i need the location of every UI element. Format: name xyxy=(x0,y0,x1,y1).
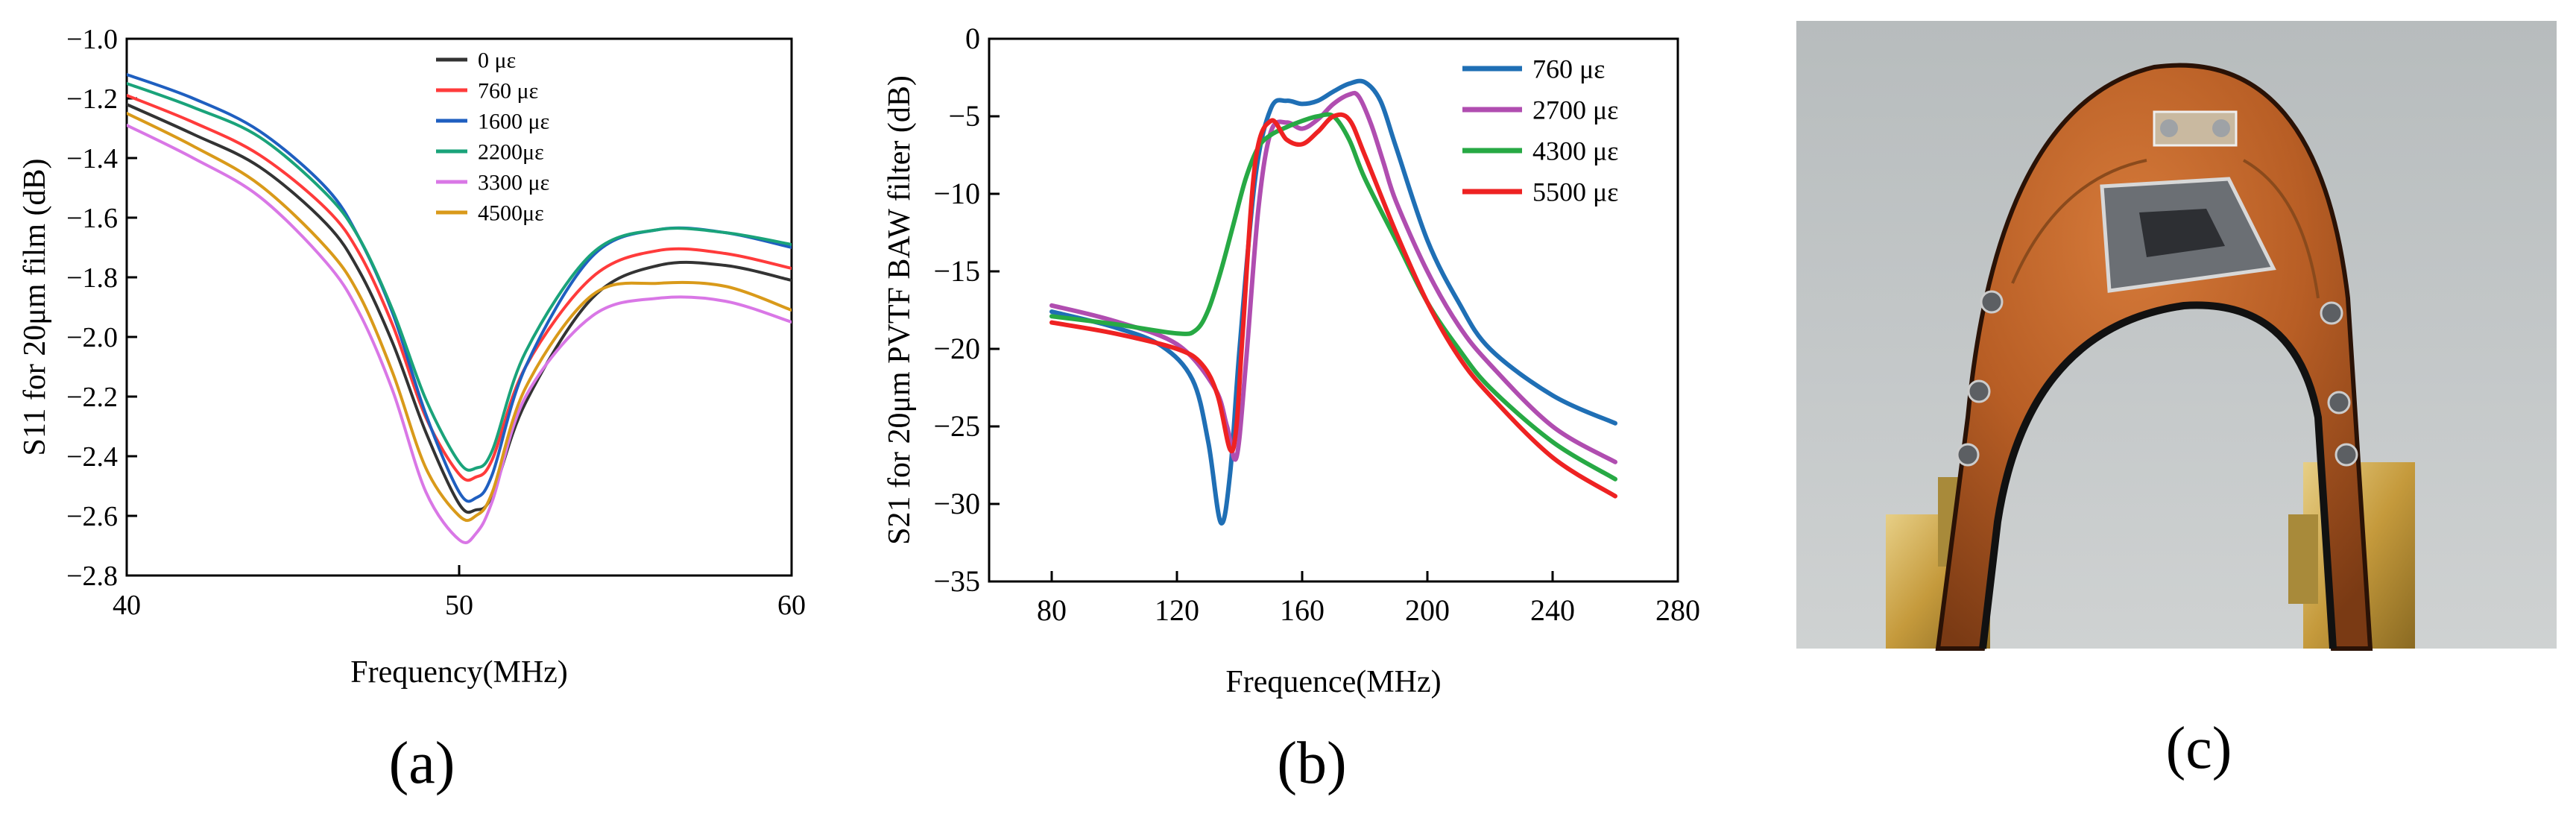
b-x-tick-label: 80 xyxy=(1037,593,1067,627)
b-y-tick-label: −5 xyxy=(948,99,980,133)
panel-a-chart: −1.0 −1.2 −1.4 −1.6 −1.8 −2.0 −2.2 −2.4 −2.6 −2.8… xyxy=(18,24,806,796)
panel-b-y-axis-label: S21 for 20μm PVTF BAW filter (dB) xyxy=(883,75,917,545)
b-y-tick-label: −35 xyxy=(933,564,980,598)
screw-left-1 xyxy=(1980,290,2004,314)
b-series-line-3 xyxy=(1049,112,1617,499)
a-series-line-0 xyxy=(127,103,792,514)
a-y-tick-label: −1.2 xyxy=(66,83,118,115)
a-legend-label: 3300 με xyxy=(478,171,549,195)
panel-b-label: (b) xyxy=(1277,731,1346,796)
b-series-line-2 xyxy=(1049,112,1617,482)
panel-a-y-axis-label: S11 for 20μm film (dB) xyxy=(18,159,52,456)
b-series-line-0 xyxy=(1049,78,1617,526)
bent-flexible-filter-photo-icon xyxy=(1886,63,2415,651)
b-legend-label: 5500 με xyxy=(1532,177,1618,207)
panel-b-x-axis: 80 120 160 200 240 280 xyxy=(1037,571,1700,627)
a-y-tick-label: −2.0 xyxy=(66,322,118,353)
a-series-line-5 xyxy=(127,112,792,523)
b-y-tick-label: −15 xyxy=(933,254,980,288)
a-y-tick-label: −2.8 xyxy=(66,561,118,592)
a-legend-label: 760 με xyxy=(478,79,538,104)
a-x-tick-label: 50 xyxy=(445,590,473,621)
b-legend-label: 2700 με xyxy=(1532,95,1618,125)
b-series-line-1 xyxy=(1049,90,1617,464)
panel-c-label: (c) xyxy=(2166,716,2232,781)
a-y-tick-label: −2.4 xyxy=(66,441,118,473)
a-series-line-1 xyxy=(127,94,792,482)
b-y-tick-label: −30 xyxy=(933,487,980,520)
a-y-tick-label: −1.0 xyxy=(66,24,118,55)
panel-b-x-axis-label: Frequence(MHz) xyxy=(1225,665,1441,699)
screw-right-2 xyxy=(2327,391,2351,414)
b-x-tick-label: 200 xyxy=(1405,593,1450,627)
panel-c-photo: (c) xyxy=(1796,21,2557,781)
panel-a-y-axis: −1.0 −1.2 −1.4 −1.6 −1.8 −2.0 −2.2 −2.4 −2.6 −2.8 xyxy=(66,24,137,592)
panel-a-x-axis: 40 50 60 xyxy=(113,565,806,621)
a-series-line-4 xyxy=(127,124,792,544)
screw-left-3 xyxy=(1956,443,1980,467)
panel-a-series-group xyxy=(127,73,792,544)
a-y-tick-label: −2.2 xyxy=(66,382,118,413)
panel-b-chart: 0−5−10−15−20−25−30−35 80 120 160 200 240 280 … xyxy=(883,22,1700,796)
b-legend-label: 4300 με xyxy=(1532,136,1618,166)
b-legend-label: 760 με xyxy=(1532,54,1605,84)
b-y-tick-label: −25 xyxy=(933,409,980,443)
panel-b-series-group xyxy=(1049,78,1617,526)
a-y-tick-label: −1.8 xyxy=(66,262,118,294)
panel-a-label: (a) xyxy=(389,731,455,796)
b-y-tick-label: −20 xyxy=(933,332,980,365)
b-x-tick-label: 240 xyxy=(1530,593,1575,627)
panel-a-x-axis-label: Frequency(MHz) xyxy=(350,655,568,690)
screw-right-3 xyxy=(2334,443,2358,467)
a-legend-label: 4500με xyxy=(478,201,544,226)
b-x-tick-label: 280 xyxy=(1655,593,1700,627)
b-y-tick-label: 0 xyxy=(965,22,980,55)
b-y-tick-label: −10 xyxy=(933,177,980,210)
a-legend-label: 2200με xyxy=(478,140,544,165)
panel-b-plot-frame xyxy=(988,37,1679,583)
panel-b-y-axis: 0 −5 −10 −15 −20 −25 −30 −35 xyxy=(933,22,1000,598)
a-x-tick-label: 60 xyxy=(777,590,806,621)
a-x-tick-label: 40 xyxy=(113,590,141,621)
a-y-tick-label: −2.6 xyxy=(66,501,118,532)
panel-b-legend: 760 με 2700 με 4300 με 5500 με xyxy=(1462,54,1618,207)
b-x-tick-label: 160 xyxy=(1280,593,1325,627)
a-y-tick-label: −1.6 xyxy=(66,203,118,234)
a-legend-label: 0 με xyxy=(478,48,516,73)
panel-a-legend: 0 με 760 με 1600 με 2200με 3300 με 4500με xyxy=(436,48,549,226)
a-y-tick-label: −1.4 xyxy=(66,143,118,174)
a-legend-label: 1600 με xyxy=(478,110,549,134)
screw-right-1 xyxy=(2320,301,2343,325)
screw-left-2 xyxy=(1967,379,1991,403)
a-series-line-3 xyxy=(127,82,792,472)
b-x-tick-label: 120 xyxy=(1155,593,1199,627)
